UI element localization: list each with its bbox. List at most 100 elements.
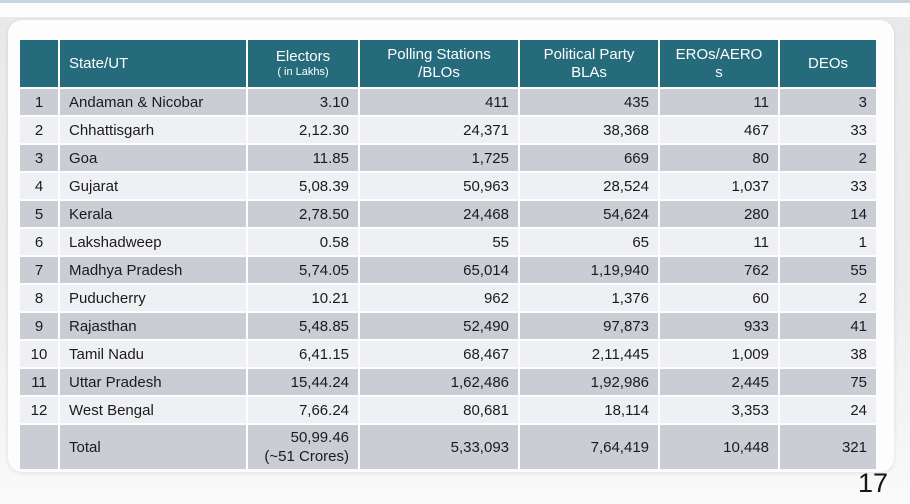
total-cell-polling: 5,33,093	[360, 425, 518, 469]
table-total-row: Total 50,99.46 (~51 Crores) 5,33,093 7,64,41…	[20, 425, 876, 469]
cell-blas: 65	[520, 229, 658, 255]
cell-electors: 5,74.05	[248, 257, 358, 283]
table-row: 9 Rajasthan 5,48.85 52,490 97,873 933 41	[20, 313, 876, 339]
cell-blas: 97,873	[520, 313, 658, 339]
cell-sno: 6	[20, 229, 58, 255]
content-card: State/UT Electors( in Lakhs) Polling Stati…	[8, 20, 894, 472]
cell-polling: 411	[360, 89, 518, 115]
table-header-row: State/UT Electors( in Lakhs) Polling Stati…	[20, 40, 876, 87]
cell-eros: 467	[660, 117, 778, 143]
cell-sno: 5	[20, 201, 58, 227]
col-header-electors: Electors( in Lakhs)	[248, 40, 358, 87]
table-row: 6 Lakshadweep 0.58 55 65 11 1	[20, 229, 876, 255]
page-number: 17	[857, 468, 888, 498]
cell-blas: 54,624	[520, 201, 658, 227]
cell-deos: 14	[780, 201, 876, 227]
col-header-polling: Polling Stations/BLOs	[360, 40, 518, 87]
cell-sno: 1	[20, 89, 58, 115]
table-row: 4 Gujarat 5,08.39 50,963 28,524 1,037 33	[20, 173, 876, 199]
cell-deos: 2	[780, 285, 876, 311]
cell-blas: 28,524	[520, 173, 658, 199]
cell-sno: 9	[20, 313, 58, 339]
table-row: 3 Goa 11.85 1,725 669 80 2	[20, 145, 876, 171]
cell-sno: 10	[20, 341, 58, 367]
table-row: 12 West Bengal 7,66.24 80,681 18,114 3,353 24	[20, 397, 876, 423]
cell-state: Gujarat	[60, 173, 246, 199]
cell-blas: 18,114	[520, 397, 658, 423]
cell-eros: 1,009	[660, 341, 778, 367]
cell-deos: 2	[780, 145, 876, 171]
cell-polling: 55	[360, 229, 518, 255]
cell-polling: 1,725	[360, 145, 518, 171]
cell-electors: 6,41.15	[248, 341, 358, 367]
cell-sno: 4	[20, 173, 58, 199]
cell-polling: 24,371	[360, 117, 518, 143]
cell-polling: 962	[360, 285, 518, 311]
cell-electors: 5,08.39	[248, 173, 358, 199]
cell-eros: 280	[660, 201, 778, 227]
states-electors-table: State/UT Electors( in Lakhs) Polling Stati…	[18, 38, 878, 471]
cell-eros: 762	[660, 257, 778, 283]
cell-state: Goa	[60, 145, 246, 171]
cell-electors: 2,78.50	[248, 201, 358, 227]
cell-deos: 55	[780, 257, 876, 283]
cell-deos: 75	[780, 369, 876, 395]
cell-eros: 1,037	[660, 173, 778, 199]
cell-polling: 65,014	[360, 257, 518, 283]
table-row: 1 Andaman & Nicobar 3.10 411 435 11 3	[20, 89, 876, 115]
cell-polling: 24,468	[360, 201, 518, 227]
top-band	[0, 3, 910, 17]
cell-blas: 38,368	[520, 117, 658, 143]
cell-state: Madhya Pradesh	[60, 257, 246, 283]
col-header-sno	[20, 40, 58, 87]
cell-sno: 2	[20, 117, 58, 143]
cell-electors: 11.85	[248, 145, 358, 171]
cell-deos: 33	[780, 173, 876, 199]
total-cell-deos: 321	[780, 425, 876, 469]
cell-blas: 1,376	[520, 285, 658, 311]
cell-state: Andaman & Nicobar	[60, 89, 246, 115]
cell-eros: 3,353	[660, 397, 778, 423]
cell-state: Kerala	[60, 201, 246, 227]
total-cell-electors: 50,99.46 (~51 Crores)	[248, 425, 358, 469]
cell-polling: 80,681	[360, 397, 518, 423]
total-cell-eros: 10,448	[660, 425, 778, 469]
table-row: 8 Puducherry 10.21 962 1,376 60 2	[20, 285, 876, 311]
table-row: 7 Madhya Pradesh 5,74.05 65,014 1,19,940 762 5…	[20, 257, 876, 283]
top-accent-line	[0, 0, 910, 3]
cell-sno: 8	[20, 285, 58, 311]
col-header-eros: EROs/AERO s	[660, 40, 778, 87]
cell-polling: 1,62,486	[360, 369, 518, 395]
table-row: 5 Kerala 2,78.50 24,468 54,624 280 14	[20, 201, 876, 227]
cell-electors: 5,48.85	[248, 313, 358, 339]
cell-state: West Bengal	[60, 397, 246, 423]
cell-electors: 10.21	[248, 285, 358, 311]
table-row: 11 Uttar Pradesh 15,44.24 1,62,486 1,92,986 2…	[20, 369, 876, 395]
cell-deos: 3	[780, 89, 876, 115]
cell-eros: 80	[660, 145, 778, 171]
cell-deos: 1	[780, 229, 876, 255]
cell-electors: 2,12.30	[248, 117, 358, 143]
total-cell-sno	[20, 425, 58, 469]
cell-deos: 41	[780, 313, 876, 339]
cell-state: Uttar Pradesh	[60, 369, 246, 395]
col-header-blas: Political Party BLAs	[520, 40, 658, 87]
total-cell-state: Total	[60, 425, 246, 469]
cell-deos: 24	[780, 397, 876, 423]
cell-state: Lakshadweep	[60, 229, 246, 255]
cell-state: Tamil Nadu	[60, 341, 246, 367]
cell-eros: 11	[660, 229, 778, 255]
cell-blas: 669	[520, 145, 658, 171]
col-header-state: State/UT	[60, 40, 246, 87]
cell-sno: 12	[20, 397, 58, 423]
cell-blas: 1,19,940	[520, 257, 658, 283]
cell-deos: 38	[780, 341, 876, 367]
cell-blas: 1,92,986	[520, 369, 658, 395]
table-row: 2 Chhattisgarh 2,12.30 24,371 38,368 467 33	[20, 117, 876, 143]
col-header-deos: DEOs	[780, 40, 876, 87]
cell-electors: 0.58	[248, 229, 358, 255]
cell-eros: 60	[660, 285, 778, 311]
cell-state: Chhattisgarh	[60, 117, 246, 143]
cell-eros: 933	[660, 313, 778, 339]
cell-state: Puducherry	[60, 285, 246, 311]
